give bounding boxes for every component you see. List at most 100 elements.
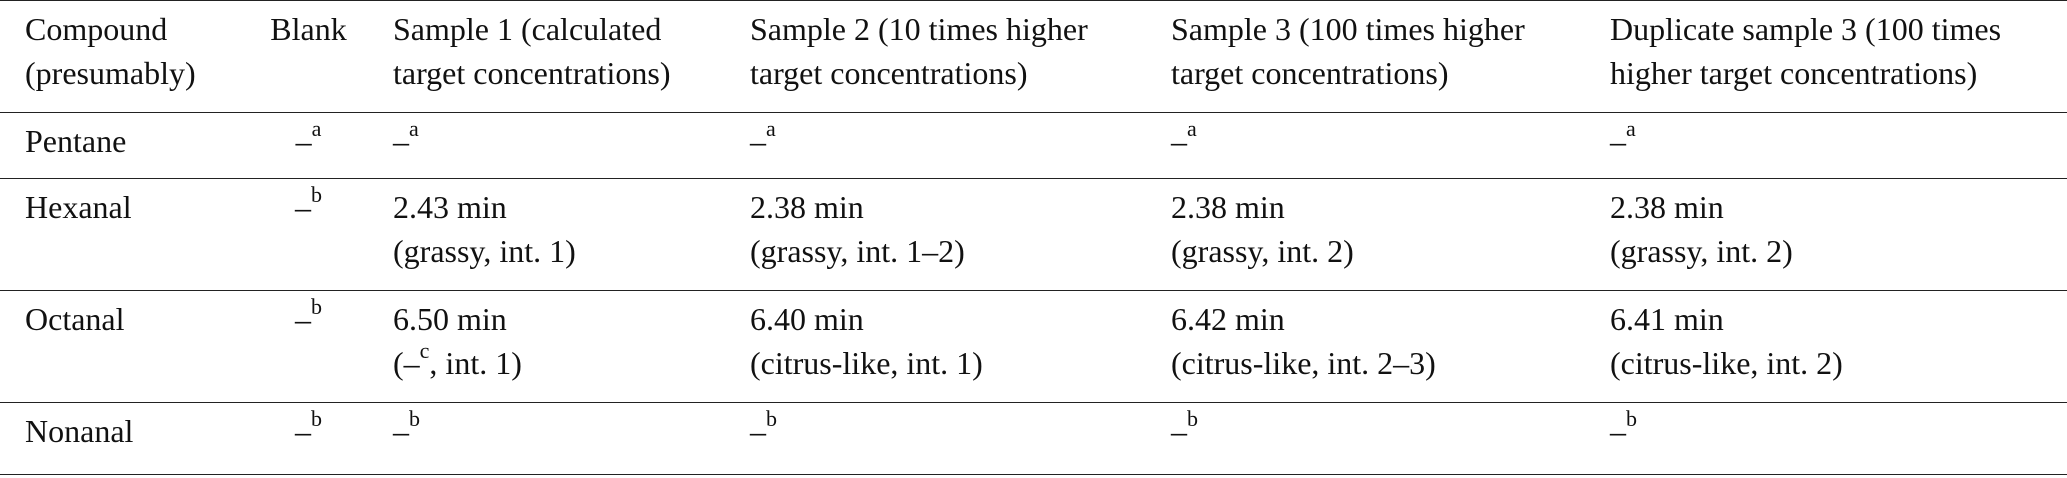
cell-text: (citrus-like, int. 2) [1610, 345, 1843, 381]
cell-text: – [295, 301, 311, 337]
footnote-mark: b [311, 182, 322, 208]
cell-text: (– [393, 345, 420, 381]
footnote-mark: a [1626, 116, 1636, 142]
table-cell: 2.38 min (grassy, int. 2) [1610, 179, 2067, 291]
cell-line: 6.50 min [393, 297, 750, 341]
cell-line: –a [750, 116, 1171, 163]
table-cell: –a [1171, 113, 1610, 179]
table-row: Octanal –b 6.50 min (–c, int. 1) 6.40 min (ci… [0, 291, 2067, 403]
cell-text: – [1171, 413, 1187, 449]
cell-line: (citrus-like, int. 2–3) [1171, 341, 1610, 385]
cell-line: –b [750, 406, 1171, 453]
cell-line: 6.42 min [1171, 297, 1610, 341]
table-cell: –b [264, 403, 393, 475]
cell-line: Nonanal [25, 409, 264, 453]
cell-text: – [1610, 413, 1626, 449]
table-header: Compound (presumably) Blank Sample 1 (calcu… [0, 0, 2067, 113]
cell-line: 2.38 min [750, 185, 1171, 229]
table-cell: –a [264, 113, 393, 179]
header-line: target concentrations) [1171, 55, 1449, 91]
header-line: Blank [270, 11, 347, 47]
footnote-mark: b [1187, 406, 1198, 432]
cell-line: (grassy, int. 1) [393, 229, 750, 273]
header-line: Compound [25, 11, 168, 47]
header-row: Compound (presumably) Blank Sample 1 (calcu… [0, 0, 2067, 113]
cell-text: – [295, 189, 311, 225]
cell-line: (grassy, int. 2) [1171, 229, 1610, 273]
cell-text: Nonanal [25, 413, 134, 449]
header-cell: Duplicate sample 3 (100 times higher targ… [1610, 1, 2067, 113]
cell-text: Hexanal [25, 189, 132, 225]
footnote-mark: a [766, 116, 776, 142]
cell-line: 6.40 min [750, 297, 1171, 341]
table-cell: –b [750, 403, 1171, 475]
table-cell: –b [264, 179, 393, 291]
cell-text: 6.50 min [393, 301, 507, 337]
header-cell: Blank [264, 1, 393, 113]
table-cell: –b [1610, 403, 2067, 475]
table-row: Nonanal –b –b –b –b –b [0, 403, 2067, 475]
table-cell: 2.38 min (grassy, int. 1–2) [750, 179, 1171, 291]
cell-text: 2.38 min [1171, 189, 1285, 225]
cell-text: – [1171, 123, 1187, 159]
header-line: higher target concentrations) [1610, 55, 1978, 91]
cell-line: (citrus-like, int. 2) [1610, 341, 2067, 385]
table-cell: 6.42 min (citrus-like, int. 2–3) [1171, 291, 1610, 403]
cell-text: (grassy, int. 2) [1171, 233, 1354, 269]
table-cell: –a [750, 113, 1171, 179]
table-row: Pentane –a –a –a –a –a [0, 113, 2067, 179]
cell-line: Pentane [25, 119, 264, 163]
header-line: (presumably) [25, 55, 196, 91]
table-cell: 2.43 min (grassy, int. 1) [393, 179, 750, 291]
cell-line: (–c, int. 1) [393, 338, 750, 385]
cell-text: 6.42 min [1171, 301, 1285, 337]
cell-text: 6.41 min [1610, 301, 1724, 337]
cell-line: 2.38 min [1171, 185, 1610, 229]
cell-text: (grassy, int. 1) [393, 233, 576, 269]
cell-line: –a [1171, 116, 1610, 163]
header-line: Sample 1 (calculated [393, 11, 662, 47]
table-cell: –b [1171, 403, 1610, 475]
cell-text: – [750, 413, 766, 449]
cell-line: 2.38 min [1610, 185, 2067, 229]
table-cell: 2.38 min (grassy, int. 2) [1171, 179, 1610, 291]
cell-text: (grassy, int. 2) [1610, 233, 1793, 269]
cell-text: – [393, 413, 409, 449]
header-cell: Sample 3 (100 times higher target concent… [1171, 1, 1610, 113]
cell-line: (grassy, int. 2) [1610, 229, 2067, 273]
cell-line: –a [264, 116, 353, 163]
footnote-mark: b [766, 406, 777, 432]
cell-text: – [393, 123, 409, 159]
table-cell: 6.50 min (–c, int. 1) [393, 291, 750, 403]
cell-text: Octanal [25, 301, 125, 337]
header-line: Sample 2 (10 times higher [750, 11, 1088, 47]
table-cell: 6.40 min (citrus-like, int. 1) [750, 291, 1171, 403]
table-cell: –b [393, 403, 750, 475]
table-cell: 6.41 min (citrus-like, int. 2) [1610, 291, 2067, 403]
table-cell: Pentane [0, 113, 264, 179]
footnote-mark: a [1187, 116, 1197, 142]
cell-text: (citrus-like, int. 2–3) [1171, 345, 1436, 381]
table-cell: Octanal [0, 291, 264, 403]
cell-text: , int. 1) [429, 345, 522, 381]
header-line: Duplicate sample 3 (100 times [1610, 11, 2002, 47]
cell-text: – [1610, 123, 1626, 159]
cell-text: 2.38 min [750, 189, 864, 225]
cell-line: –a [393, 118, 750, 163]
cell-line: (grassy, int. 1–2) [750, 229, 1171, 273]
cell-text: (grassy, int. 1–2) [750, 233, 965, 269]
cell-text: 2.43 min [393, 189, 507, 225]
table-cell: –a [393, 113, 750, 179]
table-cell: Nonanal [0, 403, 264, 475]
footnote-mark: a [311, 116, 322, 142]
cell-line: –b [264, 296, 353, 341]
table-cell: –a [1610, 113, 2067, 179]
cell-line: 2.43 min [393, 185, 750, 229]
cell-line: Octanal [25, 297, 264, 341]
footnote-mark: c [419, 338, 430, 364]
cell-text: 2.38 min [1610, 189, 1724, 225]
cell-text: (citrus-like, int. 1) [750, 345, 983, 381]
table-row: Hexanal –b 2.43 min (grassy, int. 1) 2.38 mi… [0, 179, 2067, 291]
